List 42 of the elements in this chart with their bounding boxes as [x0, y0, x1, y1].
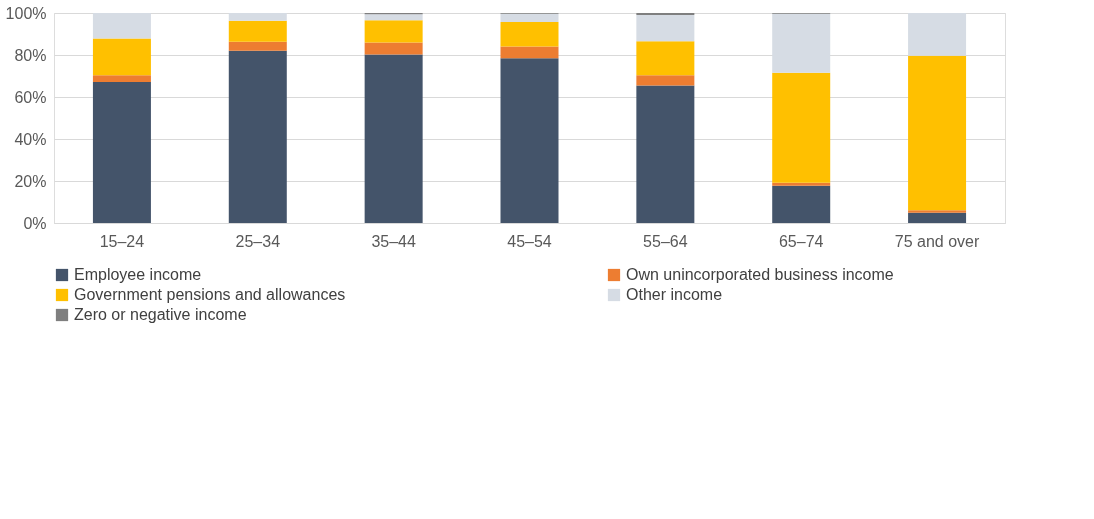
- x-tick-label: 15–24: [99, 232, 145, 250]
- legend-label: Own unincorporated business income: [626, 266, 894, 283]
- bar: [636, 41, 695, 76]
- x-tick-label: 65–74: [778, 232, 824, 250]
- y-tick-label: 100%: [5, 4, 47, 22]
- bar: [92, 82, 151, 223]
- y-tick-label: 20%: [14, 172, 47, 190]
- y-tick-label: 60%: [14, 88, 47, 106]
- x-tick-label: 75 and over: [894, 232, 980, 250]
- bar: [92, 75, 151, 83]
- bar: [500, 13, 559, 23]
- bar: [228, 20, 287, 42]
- legend-label: Government pensions and allowances: [74, 286, 346, 303]
- bar: [364, 42, 423, 55]
- bar: [772, 182, 831, 186]
- bar: [636, 85, 695, 223]
- y-tick-label: 0%: [23, 214, 47, 232]
- bar: [228, 41, 287, 51]
- x-tick-label: 35–44: [371, 232, 416, 250]
- x-tick-label: 45–54: [507, 232, 552, 250]
- y-tick-label: 40%: [14, 130, 47, 148]
- bar: [364, 14, 423, 21]
- bar: [364, 54, 423, 223]
- bar: [636, 14, 695, 42]
- bar: [364, 20, 423, 43]
- bar: [500, 58, 559, 223]
- bar: [636, 75, 695, 86]
- x-tick-label: 25–34: [235, 232, 281, 250]
- y-tick-label: 80%: [14, 46, 47, 64]
- bar: [500, 22, 559, 47]
- bar: [772, 185, 831, 223]
- bar: [500, 46, 559, 59]
- bar: [908, 212, 967, 223]
- legend-label: Employee income: [74, 266, 202, 283]
- bar: [92, 38, 151, 76]
- legend-label: Other income: [626, 286, 723, 303]
- legend-label: Zero or negative income: [74, 306, 247, 323]
- bar: [908, 210, 967, 213]
- bar: [772, 72, 831, 183]
- bar: [908, 55, 967, 211]
- x-tick-label: 55–64: [643, 232, 688, 250]
- bar: [228, 50, 287, 223]
